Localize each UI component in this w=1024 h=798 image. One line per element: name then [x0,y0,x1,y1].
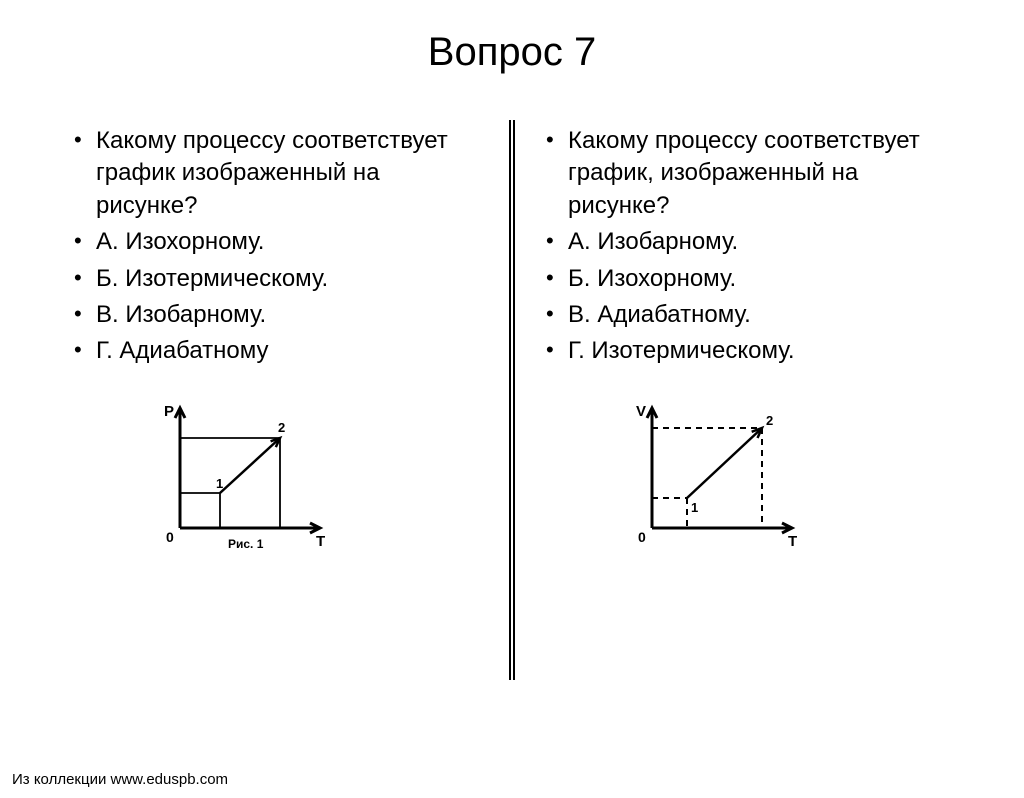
vertical-divider [509,120,515,680]
right-diagram: V T 0 1 2 [622,398,954,558]
left-list: Какому процессу соответствует график изо… [70,125,482,368]
vt-graph: V T 0 1 2 [622,398,802,558]
option-d: Г. Адиабатному [70,335,482,367]
svg-text:P: P [164,403,174,420]
page-title: Вопрос 7 [0,30,1024,75]
pt-graph: P T 0 1 2 Рис. 1 [150,398,330,558]
option-a: А. Изохорному. [70,226,482,258]
right-list: Какому процессу соответствует график, из… [542,125,954,368]
svg-text:T: T [788,533,797,550]
question-text: Какому процессу соответствует график изо… [70,125,482,222]
svg-text:0: 0 [638,529,646,545]
right-column: Какому процессу соответствует график, из… [512,125,984,558]
left-column: Какому процессу соответствует график изо… [40,125,512,558]
footer-credit: Из коллекции www.eduspb.com [12,771,228,788]
option-c: В. Изобарному. [70,299,482,331]
svg-text:1: 1 [216,476,223,491]
question-text: Какому процессу соответствует график, из… [542,125,954,222]
svg-text:2: 2 [766,413,773,428]
svg-text:T: T [316,533,325,550]
option-a: А. Изобарному. [542,226,954,258]
left-diagram: P T 0 1 2 Рис. 1 [150,398,482,558]
option-c: В. Адиабатному. [542,299,954,331]
svg-text:Рис. 1: Рис. 1 [228,537,264,551]
svg-text:1: 1 [691,500,698,515]
option-b: Б. Изохорному. [542,263,954,295]
two-column-layout: Какому процессу соответствует график изо… [0,125,1024,558]
svg-text:V: V [636,403,646,420]
option-d: Г. Изотермическому. [542,335,954,367]
svg-text:2: 2 [278,420,285,435]
svg-text:0: 0 [166,529,174,545]
option-b: Б. Изотермическому. [70,263,482,295]
